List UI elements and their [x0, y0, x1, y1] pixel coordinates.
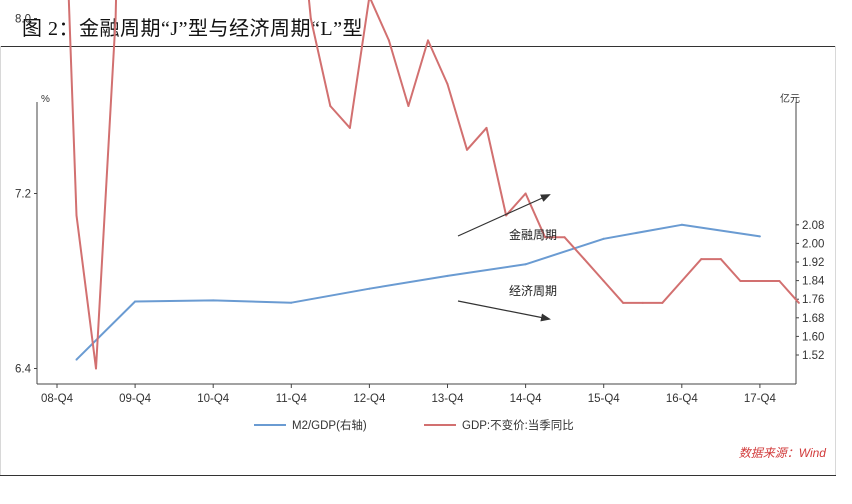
data-point: [758, 280, 761, 282]
right-tick-label: 2.08: [802, 220, 824, 232]
data-point: [797, 301, 800, 304]
right-tick-label: 1.52: [802, 350, 824, 362]
data-point: [563, 236, 566, 239]
data-point: [387, 39, 390, 42]
figure-title: 图 2：金融周期“J”型与经济周期“L”型: [22, 18, 364, 40]
right-tick-label: 1.68: [802, 313, 824, 325]
x-tick-label: 14-Q4: [510, 393, 543, 405]
data-point: [446, 274, 449, 277]
data-point: [75, 214, 78, 217]
left-tick-label: 7.2: [15, 189, 31, 201]
data-point: [407, 105, 410, 107]
legend-label: M2/GDP(右轴): [292, 418, 367, 432]
data-point: [75, 358, 78, 361]
x-tick-label: 12-Q4: [353, 393, 386, 405]
x-tick-label: 09-Q4: [119, 393, 152, 405]
economic-cycle-arrow: [457, 300, 551, 322]
data-point: [485, 126, 488, 129]
data-point: [778, 280, 781, 282]
data-point: [466, 148, 468, 151]
right-tick-label: 1.84: [802, 276, 825, 288]
data-point: [622, 301, 625, 304]
x-tick-label: 15-Q4: [588, 393, 621, 405]
data-point: [680, 280, 683, 282]
data-point: [524, 263, 527, 266]
series-line-gdp-growth: [67, 0, 800, 370]
data-point: [134, 300, 137, 303]
left-tick-label: 6.4: [15, 364, 32, 376]
data-point: [309, 17, 312, 20]
left-tick-label: 8.0: [15, 14, 31, 26]
economic-cycle-label: 经济周期: [509, 283, 557, 298]
data-source: 数据来源：Wind: [739, 446, 827, 460]
right-tick-label: 1.76: [802, 294, 824, 306]
data-point: [641, 301, 644, 304]
financial-cycle-label: 金融周期: [509, 227, 557, 242]
data-point: [719, 258, 722, 261]
data-point: [758, 235, 761, 238]
x-tick-label: 16-Q4: [666, 393, 699, 405]
data-point: [700, 258, 703, 261]
data-point: [446, 83, 449, 86]
bottom-rule: [0, 475, 836, 476]
data-point: [212, 299, 215, 302]
financial-cycle-arrow: [457, 194, 551, 237]
x-tick-label: 11-Q4: [276, 393, 308, 405]
x-tick-label: 17-Q4: [744, 393, 777, 405]
data-point: [427, 39, 429, 42]
x-tick-label: 08-Q4: [41, 393, 74, 405]
frame-left-border: [0, 46, 1, 476]
data-point: [544, 236, 547, 239]
data-point: [680, 223, 683, 226]
x-tick-label: 13-Q4: [432, 393, 465, 405]
data-point: [329, 105, 332, 107]
right-tick-label: 2.00: [802, 238, 824, 250]
right-tick-label: 1.92: [802, 257, 824, 269]
data-point: [290, 301, 293, 304]
data-point: [95, 367, 97, 370]
legend-label: GDP:不变价:当季同比: [462, 418, 574, 432]
data-point: [602, 280, 605, 282]
data-point: [602, 237, 605, 240]
left-axis-unit: %: [41, 94, 50, 105]
data-point: [368, 287, 371, 290]
data-point: [114, 17, 117, 20]
data-point: [348, 126, 351, 129]
frame-right-border: [835, 46, 836, 476]
right-axis-unit: 亿元: [780, 92, 800, 105]
data-point: [524, 192, 527, 195]
x-tick-label: 10-Q4: [197, 393, 230, 405]
data-point: [583, 258, 586, 261]
data-point: [661, 301, 664, 304]
data-point: [739, 280, 742, 282]
right-tick-label: 1.60: [802, 331, 824, 343]
title-rule: [0, 46, 836, 47]
series-line-m2-gdp: [75, 223, 761, 361]
